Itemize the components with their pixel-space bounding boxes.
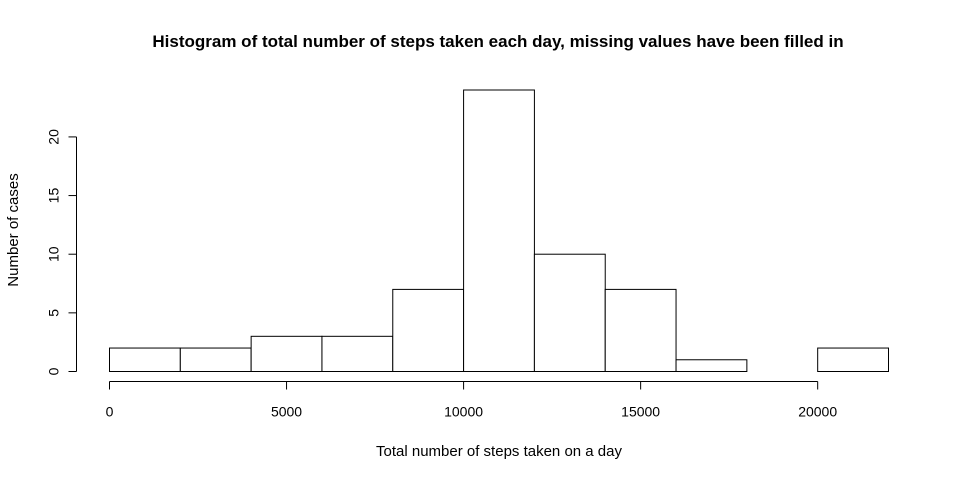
x-tick-label: 5000 [271, 404, 302, 420]
x-tick-label: 20000 [798, 404, 837, 420]
x-tick-label: 15000 [621, 404, 660, 420]
chart-title: Histogram of total number of steps taken… [152, 32, 843, 51]
x-tick-label: 0 [106, 404, 114, 420]
y-tick-label: 10 [46, 246, 62, 262]
y-tick-label: 5 [46, 309, 62, 317]
y-tick-label: 15 [46, 188, 62, 204]
histogram-bar [109, 347, 181, 372]
x-axis-label: Total number of steps taken on a day [376, 443, 622, 460]
histogram-bar [321, 335, 394, 372]
y-tick-label: 0 [46, 367, 62, 375]
histogram-bar [817, 347, 890, 372]
histogram-bar [179, 347, 252, 372]
histogram-bar [250, 335, 323, 372]
histogram-bar [604, 288, 677, 373]
histogram-bar [675, 359, 748, 373]
y-axis-label: Number of cases [5, 173, 22, 286]
y-axis: 0 5 10 15 20 [46, 129, 77, 375]
y-tick-label: 20 [46, 129, 62, 145]
x-tick-label: 10000 [444, 404, 483, 420]
histogram-bar [392, 288, 465, 373]
histogram-bar [463, 89, 535, 372]
bars-group [109, 89, 890, 373]
x-axis: 0 5000 10000 15000 20000 [106, 381, 837, 420]
histogram-bar [533, 253, 606, 372]
